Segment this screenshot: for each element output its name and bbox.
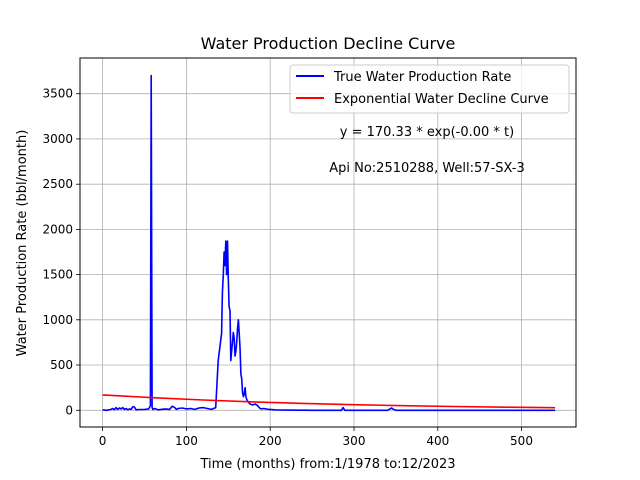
legend-box <box>289 64 570 114</box>
series-line-true-rate <box>102 74 556 412</box>
x-tick-label: 400 <box>426 434 449 448</box>
axis-ticks: 0 100 200 300 400 500 0 500 1000 1500 2000 2500 3000… <box>42 87 533 448</box>
legend-label-true-rate: True Water Production Rate <box>333 70 511 85</box>
y-tick-label: 0 <box>65 403 73 417</box>
legend-label-decline-curve: Exponential Water Decline Curve <box>334 92 549 107</box>
x-tick-label: 0 <box>99 434 107 448</box>
chart-title: Water Production Decline Curve <box>201 34 456 53</box>
y-axis-label: Water Production Rate (bbl/month) <box>15 130 30 357</box>
y-tick-label: 2500 <box>42 177 73 191</box>
x-axis-label: Time (months) from:1/1978 to:12/2023 <box>199 457 455 472</box>
plot-frame <box>79 57 577 428</box>
x-tick-label: 300 <box>343 434 366 448</box>
x-tick-label: 500 <box>510 434 533 448</box>
series-layer <box>102 74 556 412</box>
legend: True Water Production Rate Exponential W… <box>289 64 570 114</box>
equation-annotation: y = 170.33 * exp(-0.00 * t) <box>340 125 514 140</box>
series-line-decline-curve <box>102 394 556 409</box>
y-tick-label: 500 <box>50 358 73 372</box>
y-tick-label: 2000 <box>42 222 73 236</box>
y-tick-label: 3000 <box>42 132 73 146</box>
well-annotation: Api No:2510288, Well:57-SX-3 <box>329 161 525 176</box>
y-tick-label: 3500 <box>42 87 73 101</box>
x-tick-label: 200 <box>259 434 282 448</box>
y-tick-label: 1500 <box>42 268 73 282</box>
y-tick-label: 1000 <box>42 313 73 327</box>
x-tick-label: 100 <box>175 434 198 448</box>
